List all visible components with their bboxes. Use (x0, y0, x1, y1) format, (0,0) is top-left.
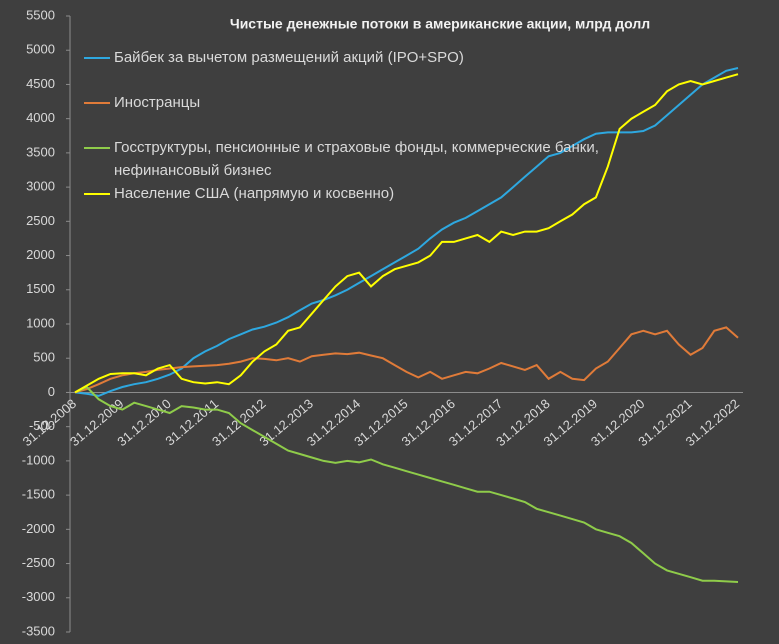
y-tick-label: 2000 (26, 247, 55, 262)
legend-item: Байбек за вычетом размещений акций (IPO+… (84, 46, 604, 69)
y-tick-label: -3000 (22, 589, 55, 604)
legend-label: Население США (напрямую и косвенно) (114, 185, 395, 202)
y-tick-label: 5500 (26, 7, 55, 22)
y-tick-label: 3500 (26, 144, 55, 159)
series-line (74, 67, 739, 397)
legend-label: Госструктуры, пенсионные и страховые фон… (114, 139, 599, 179)
legend-swatch (84, 102, 110, 104)
legend: Байбек за вычетом размещений акций (IPO+… (84, 46, 604, 205)
y-tick-label: 4000 (26, 110, 55, 125)
legend-item: Население США (напрямую и косвенно) (84, 182, 604, 205)
series-line (74, 326, 739, 394)
legend-label: Байбек за вычетом размещений акций (IPO+… (114, 49, 464, 66)
y-tick-label: 3000 (26, 179, 55, 194)
legend-swatch (84, 147, 110, 149)
legend-label: Иностранцы (114, 94, 201, 111)
y-tick-label: -1000 (22, 452, 55, 467)
legend-item: Госструктуры, пенсионные и страховые фон… (84, 136, 604, 182)
y-tick-label: -1500 (22, 487, 55, 502)
y-tick-label: 1500 (26, 281, 55, 296)
chart-title: Чистые денежные потоки в американские ак… (230, 16, 650, 32)
legend-swatch (84, 193, 110, 195)
legend-item: Иностранцы (84, 91, 604, 114)
y-tick-label: -2000 (22, 521, 55, 536)
y-tick-label: 0 (48, 384, 55, 399)
y-tick-label: -500 (29, 418, 55, 433)
y-tick-label: -3500 (22, 623, 55, 638)
y-tick-label: 1000 (26, 315, 55, 330)
y-tick-label: 500 (33, 350, 55, 365)
y-tick-label: 4500 (26, 76, 55, 91)
y-tick-label: 2500 (26, 213, 55, 228)
legend-swatch (84, 57, 110, 59)
series-line (74, 385, 739, 583)
y-tick-label: 5000 (26, 42, 55, 57)
y-tick-label: -2500 (22, 555, 55, 570)
series-line (74, 73, 739, 394)
